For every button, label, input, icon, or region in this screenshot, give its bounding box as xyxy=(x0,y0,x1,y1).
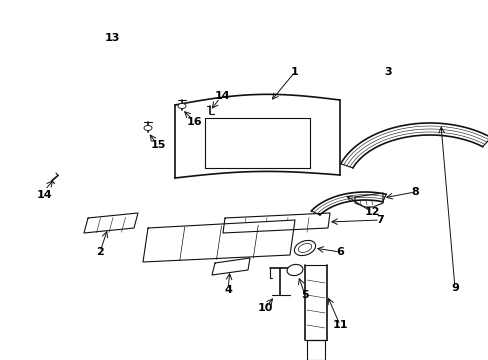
Polygon shape xyxy=(340,123,488,168)
Text: 3: 3 xyxy=(384,67,391,77)
Ellipse shape xyxy=(286,264,303,276)
Ellipse shape xyxy=(143,126,152,131)
Text: 2: 2 xyxy=(96,247,103,257)
Text: 6: 6 xyxy=(335,247,343,257)
Text: 9: 9 xyxy=(450,283,458,293)
Text: 10: 10 xyxy=(257,303,272,313)
Polygon shape xyxy=(212,258,249,275)
Text: 5: 5 xyxy=(301,290,308,300)
Text: 15: 15 xyxy=(150,140,165,150)
Polygon shape xyxy=(354,193,382,207)
Ellipse shape xyxy=(178,104,185,108)
Polygon shape xyxy=(223,213,329,233)
Polygon shape xyxy=(311,192,386,215)
Polygon shape xyxy=(142,220,294,262)
Text: 16: 16 xyxy=(187,117,203,127)
Text: 12: 12 xyxy=(364,207,379,217)
Text: 13: 13 xyxy=(104,33,120,43)
Text: 14: 14 xyxy=(37,190,53,200)
Text: 4: 4 xyxy=(224,285,231,295)
Text: 7: 7 xyxy=(375,215,383,225)
Text: 14: 14 xyxy=(214,91,229,101)
Bar xyxy=(306,340,325,360)
Text: 8: 8 xyxy=(410,187,418,197)
Polygon shape xyxy=(84,213,138,233)
Ellipse shape xyxy=(294,240,315,256)
Text: 1: 1 xyxy=(290,67,298,77)
Text: 11: 11 xyxy=(331,320,347,330)
